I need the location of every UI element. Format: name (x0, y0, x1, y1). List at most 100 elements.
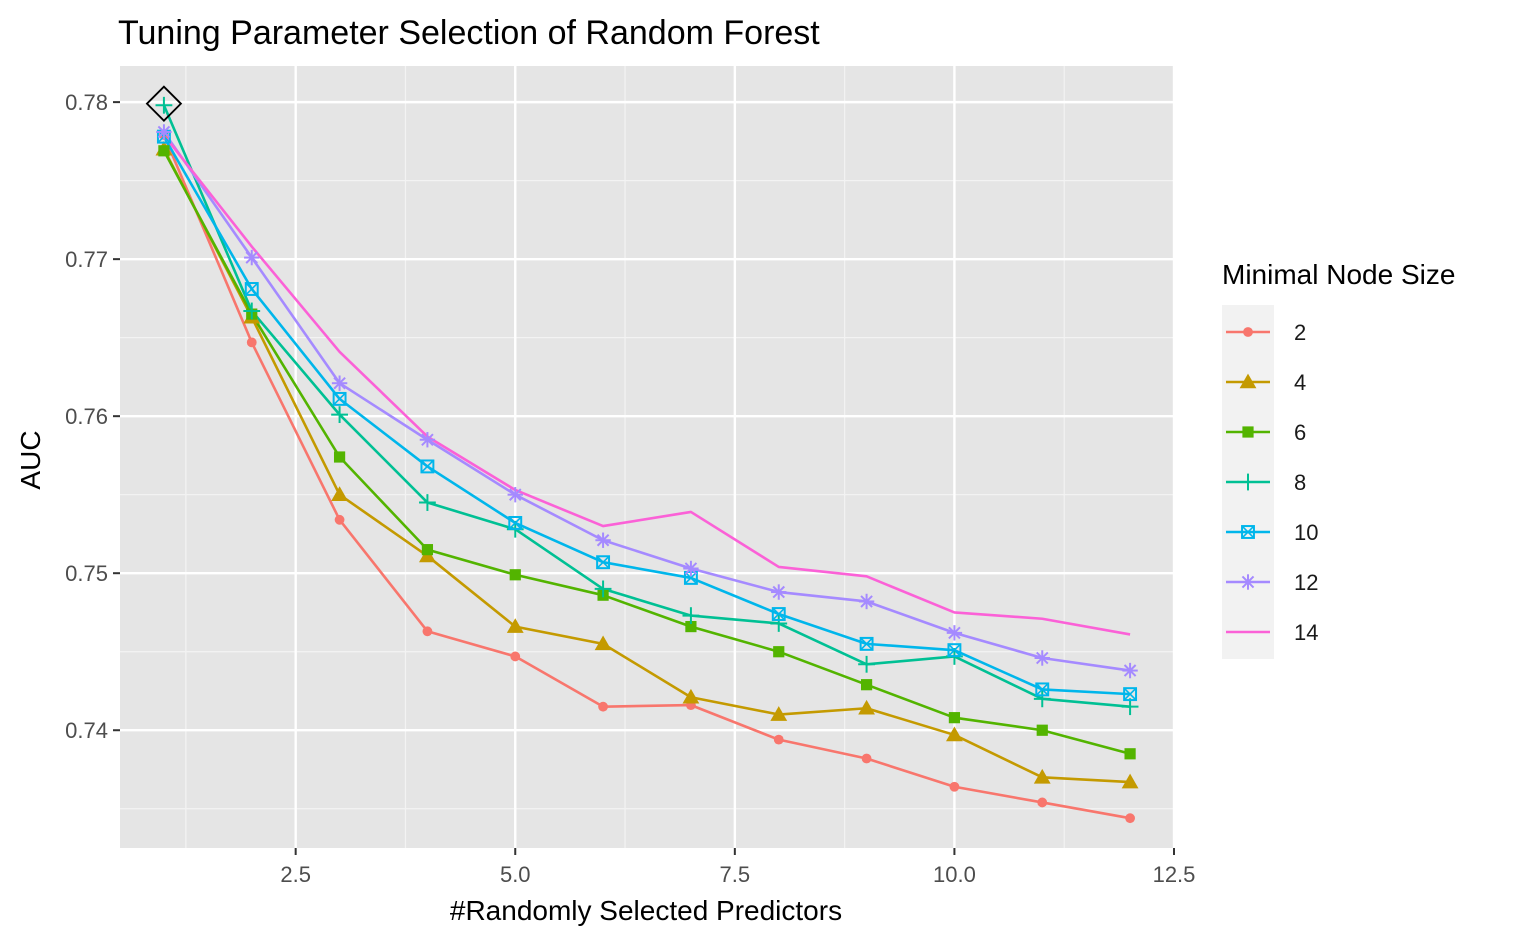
data-point (422, 626, 433, 637)
data-point (421, 544, 434, 556)
data-point (156, 124, 172, 140)
data-point (859, 636, 874, 651)
legend-item-4: 4 (1222, 359, 1306, 405)
data-point (595, 532, 611, 548)
data-point (773, 734, 784, 745)
legend-item-12: 12 (1222, 559, 1318, 605)
data-point (158, 145, 170, 157)
data-point (155, 96, 173, 114)
data-point (1125, 813, 1135, 824)
data-point (770, 615, 788, 632)
grid-major (120, 66, 1176, 848)
legend-item-10: 10 (1222, 509, 1318, 555)
legend-item-8: 8 (1222, 459, 1306, 505)
data-point (333, 451, 346, 463)
x-tick-label: 5.0 (500, 862, 531, 887)
legend-item-14: 14 (1222, 609, 1318, 655)
data-point (1121, 698, 1139, 716)
y-tick-label: 0.78 (65, 90, 108, 115)
data-point (1123, 687, 1138, 702)
y-axis: 0.74 0.75 0.76 0.77 0.78 (65, 90, 120, 743)
data-point (243, 302, 261, 320)
data-point (1124, 748, 1136, 760)
best-point-highlight (145, 85, 183, 122)
data-point (334, 514, 345, 525)
data-point (419, 494, 436, 511)
data-point (1035, 682, 1050, 697)
data-point (858, 655, 875, 673)
data-point (598, 701, 608, 712)
data-point (946, 726, 963, 742)
data-point (1241, 525, 1255, 539)
data-point (1033, 768, 1051, 784)
series-line-8 (162, 104, 1131, 708)
y-tick-label: 0.76 (65, 404, 108, 429)
data-point (510, 651, 521, 662)
legend-label: 14 (1294, 620, 1318, 645)
data-point (949, 781, 960, 792)
data-point (770, 706, 788, 721)
data-point (1037, 797, 1048, 808)
data-point (594, 580, 612, 598)
data-point (1121, 773, 1139, 789)
data-point (771, 584, 787, 600)
data-point (861, 753, 872, 764)
series-line-12 (162, 131, 1131, 672)
data-point (246, 337, 257, 348)
x-tick-label: 10.0 (933, 862, 976, 887)
data-point (1240, 574, 1256, 590)
data-point (1036, 724, 1048, 736)
series-lines (162, 104, 1131, 820)
legend-label: 8 (1294, 470, 1306, 495)
x-tick-label: 12.5 (1153, 862, 1196, 887)
data-point (331, 406, 348, 424)
data-point (1239, 373, 1257, 389)
chart-title: Tuning Parameter Selection of Random For… (118, 14, 820, 52)
data-point (682, 688, 700, 704)
data-point (683, 560, 699, 577)
data-point (948, 712, 961, 724)
series-line-10 (162, 136, 1131, 696)
series-line-4 (162, 148, 1131, 784)
data-point (244, 282, 259, 296)
data-point (1243, 327, 1253, 337)
x-axis: 2.5 5.0 7.5 10.0 12.5 (280, 848, 1195, 887)
data-point (1122, 662, 1138, 679)
data-point (946, 625, 963, 641)
data-point (508, 516, 523, 530)
data-point (685, 620, 697, 633)
data-point (331, 486, 348, 501)
data-point (420, 459, 435, 474)
series-points (155, 96, 1139, 824)
data-point (419, 432, 436, 448)
series-line-14 (162, 134, 1131, 636)
legend-item-6: 6 (1222, 409, 1306, 455)
data-point (596, 555, 611, 570)
series-line-2 (162, 134, 1131, 820)
series-line-6 (162, 150, 1131, 756)
y-tick-label: 0.74 (65, 718, 108, 743)
data-point (1034, 650, 1050, 666)
legend-items: 2 4 6 8 10 12 14 (1222, 305, 1318, 659)
data-point (509, 569, 521, 581)
data-point (1242, 426, 1254, 438)
data-point (858, 593, 875, 610)
y-axis-title: AUC (15, 430, 46, 489)
data-point (331, 375, 348, 391)
data-point (771, 607, 786, 621)
data-point (682, 607, 700, 624)
data-point (332, 391, 347, 406)
legend-label: 10 (1294, 520, 1318, 545)
data-point (1033, 690, 1051, 708)
legend-label: 2 (1294, 320, 1306, 345)
legend-label: 6 (1294, 420, 1306, 445)
data-point (1239, 473, 1257, 491)
x-tick-label: 2.5 (280, 862, 311, 887)
legend-label: 4 (1294, 370, 1306, 395)
y-tick-label: 0.77 (65, 247, 108, 272)
legend-title: Minimal Node Size (1222, 259, 1455, 290)
data-point (947, 643, 962, 658)
highlight-diamond (145, 85, 183, 122)
data-point (860, 679, 873, 691)
